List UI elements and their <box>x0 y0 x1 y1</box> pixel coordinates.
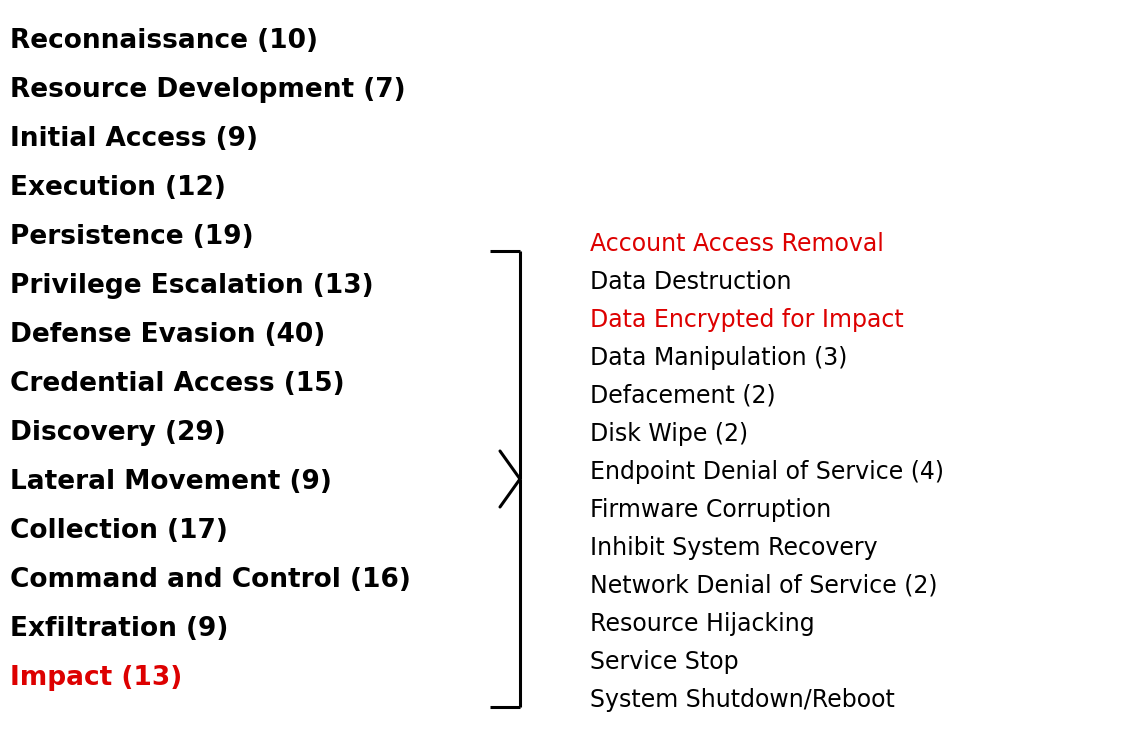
Text: Data Manipulation (3): Data Manipulation (3) <box>590 346 847 370</box>
Text: Impact (13): Impact (13) <box>10 665 182 691</box>
Text: Initial Access (9): Initial Access (9) <box>10 126 258 152</box>
Text: Discovery (29): Discovery (29) <box>10 420 226 446</box>
Text: Command and Control (16): Command and Control (16) <box>10 567 411 593</box>
Text: Endpoint Denial of Service (4): Endpoint Denial of Service (4) <box>590 460 944 484</box>
Text: Defacement (2): Defacement (2) <box>590 384 776 408</box>
Text: Exfiltration (9): Exfiltration (9) <box>10 616 228 642</box>
Text: Account Access Removal: Account Access Removal <box>590 232 884 256</box>
Text: Resource Development (7): Resource Development (7) <box>10 77 406 103</box>
Text: Credential Access (15): Credential Access (15) <box>10 371 344 397</box>
Text: Resource Hijacking: Resource Hijacking <box>590 612 815 636</box>
Text: Collection (17): Collection (17) <box>10 518 228 544</box>
Text: Disk Wipe (2): Disk Wipe (2) <box>590 422 749 446</box>
Text: Data Encrypted for Impact: Data Encrypted for Impact <box>590 308 904 332</box>
Text: Lateral Movement (9): Lateral Movement (9) <box>10 469 332 495</box>
Text: Execution (12): Execution (12) <box>10 175 226 201</box>
Text: Defense Evasion (40): Defense Evasion (40) <box>10 322 325 348</box>
Text: Data Destruction: Data Destruction <box>590 270 792 294</box>
Text: Privilege Escalation (13): Privilege Escalation (13) <box>10 273 374 299</box>
Text: Firmware Corruption: Firmware Corruption <box>590 498 832 522</box>
Text: Service Stop: Service Stop <box>590 650 738 674</box>
Text: Inhibit System Recovery: Inhibit System Recovery <box>590 536 878 560</box>
Text: System Shutdown/Reboot: System Shutdown/Reboot <box>590 688 895 712</box>
Text: Persistence (19): Persistence (19) <box>10 224 253 250</box>
Text: Network Denial of Service (2): Network Denial of Service (2) <box>590 574 937 598</box>
Text: Reconnaissance (10): Reconnaissance (10) <box>10 28 318 54</box>
